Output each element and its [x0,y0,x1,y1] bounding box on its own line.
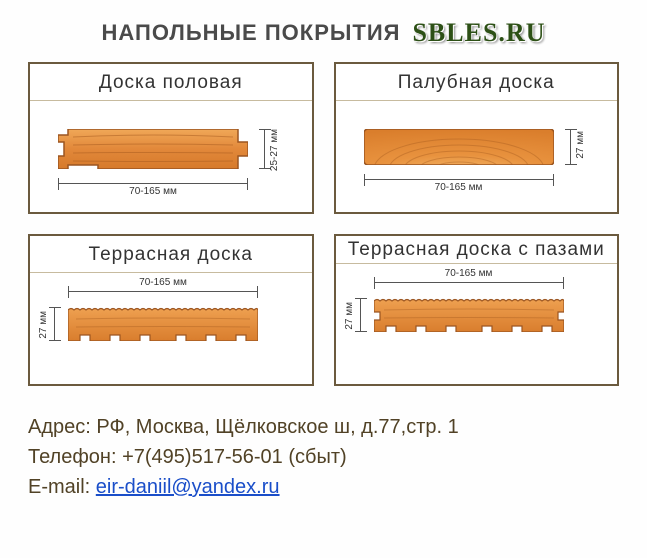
address-label: Адрес: [28,416,91,438]
panel-terrace-board: Террасная доска 70-165 мм 27 мм [28,234,314,386]
panel-title: Палубная доска [336,64,618,101]
address-text: РФ, Москва, Щёлковское ш, д.77,стр. 1 [96,416,458,438]
panel-body: 70-165 мм 25-27 мм [30,101,312,212]
panel-body: 70-165 мм 27 мм [336,264,618,384]
panel-body: 70-165 мм 27 мм [336,101,618,212]
panel-title: Террасная доска [30,236,312,273]
height-dimension-label: 25-27 мм [269,129,280,171]
profile-flat [364,129,554,165]
height-dimension-bar [570,129,571,165]
panels-grid: Доска половая 70-165 мм 25-27 мм Палубн [0,62,647,386]
height-dimension-bar [54,307,55,341]
site-logo: SBLES.RU [412,18,545,48]
contact-address-line: Адрес: РФ, Москва, Щёлковское ш, д.77,ст… [28,412,619,442]
width-dimension-bar [68,291,258,292]
width-dimension-label: 70-165 мм [374,268,564,279]
width-dimension-label: 70-165 мм [364,182,554,193]
profile-terrace [68,307,258,341]
profile-tongue-groove [58,129,248,169]
panel-floor-board: Доска половая 70-165 мм 25-27 мм [28,62,314,214]
phone-label: Телефон: [28,446,117,468]
panel-title: Доска половая [30,64,312,101]
width-dimension-bar [58,183,248,184]
height-dimension-label: 27 мм [344,302,355,330]
profile-terrace-groove [374,298,564,332]
height-dimension-label: 27 мм [575,131,586,159]
panel-title: Террасная доска с пазами [336,236,618,264]
width-dimension-label: 70-165 мм [68,277,258,288]
header: НАПОЛЬНЫЕ ПОКРЫТИЯ SBLES.RU [0,0,647,62]
panel-body: 70-165 мм 27 мм [30,273,312,384]
width-dimension-bar [374,282,564,283]
width-dimension-bar [364,179,554,180]
page-title: НАПОЛЬНЫЕ ПОКРЫТИЯ [102,20,401,46]
contact-phone-line: Телефон: +7(495)517-56-01 (сбыт) [28,442,619,472]
phone-text: +7(495)517-56-01 (сбыт) [122,446,347,468]
height-dimension-bar [264,129,265,169]
contact-block: Адрес: РФ, Москва, Щёлковское ш, д.77,ст… [0,386,647,502]
height-dimension-label: 27 мм [38,311,49,339]
panel-deck-board: Палубная доска 70-165 мм [334,62,620,214]
email-label: E-mail: [28,476,90,498]
email-link[interactable]: eir-daniil@yandex.ru [96,476,280,498]
contact-email-line: E-mail: eir-daniil@yandex.ru [28,472,619,502]
width-dimension-label: 70-165 мм [58,186,248,197]
height-dimension-bar [360,298,361,332]
panel-terrace-groove-board: Террасная доска с пазами 70-165 мм 27 мм [334,234,620,386]
